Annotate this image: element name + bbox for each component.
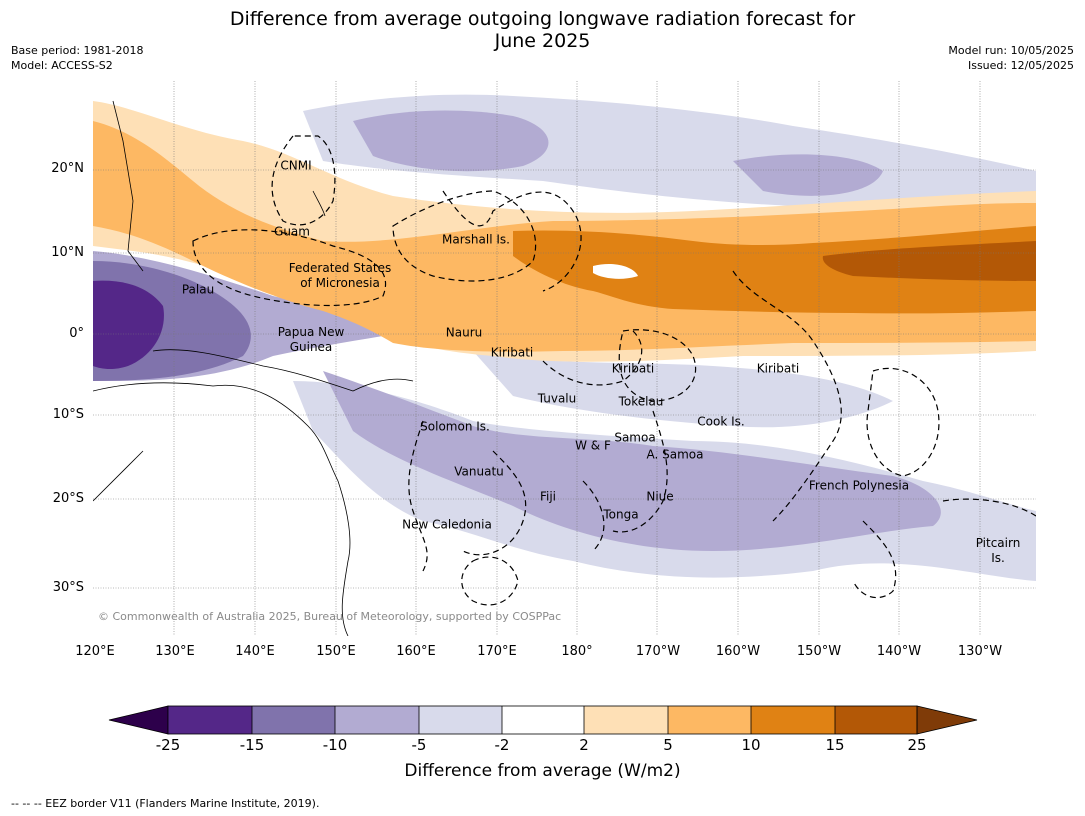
gridlines [93,81,1036,636]
place-label-palau: Palau [181,282,215,297]
model-run: Model run: 10/05/2025 [948,44,1074,57]
colorbar-bin-8 [751,706,835,734]
meta-right: Model run: 10/05/2025 Issued: 12/05/2025 [948,43,1074,73]
anomaly-region-neutral [593,264,638,279]
colorbar-tick-1: -15 [239,736,265,754]
colorbar-bin-7 [668,706,751,734]
meta-left: Base period: 1981-2018 Model: ACCESS-S2 [11,43,143,73]
anomaly-region-dark-orange [513,226,1036,314]
colorbar-bin-2 [252,706,335,734]
lat-label-20s: 20°S [52,491,84,506]
place-label-fiji: Fiji [539,489,557,504]
colorbar-bin-5 [502,706,584,734]
lon-label-120e: 120°E [75,644,115,659]
place-label-pitcairn: Pitcairn Is. [976,536,1021,566]
lat-label-30s: 30°S [52,580,84,595]
colorbar-tick-0: -25 [155,736,181,754]
anomaly-region-darkest-purple [93,280,164,370]
lon-label-140e: 140°E [235,644,275,659]
place-label-nauru: Nauru [445,325,483,340]
place-label-kiribati-east: Kiribati [756,361,800,376]
place-label-kiribati-west: Kiribati [490,345,534,360]
anomaly-region-light-purple-mid [473,351,893,428]
eez-footnote: -- -- -- EEZ border V11 (Flanders Marine… [11,797,320,810]
colorbar-border [167,705,918,735]
lat-label-10s: 10°S [52,407,84,422]
place-label-french-polynesia: French Polynesia [808,478,910,493]
place-label-guam: Guam [274,224,310,239]
model-name: Model: ACCESS-S2 [11,59,113,72]
place-label-niue: Niue [646,489,674,504]
place-label-solomon: Solomon Is. [420,419,490,434]
lat-label-10n: 10°N [51,245,84,260]
anomaly-map [93,81,1036,636]
place-label-cnmi: CNMI [280,158,312,173]
map-title-line1: Difference from average outgoing longwav… [229,8,856,30]
place-label-wf: W & F [575,438,611,453]
place-label-asamoa: A. Samoa [646,447,704,462]
place-label-pitcairn-line1: Pitcairn [975,536,1021,550]
colorbar [0,700,1085,790]
colorbar-bin-1 [168,706,252,734]
lon-label-130e: 130°E [155,644,195,659]
place-label-tokelau: Tokelau [618,394,664,409]
lon-label-130w: 130°W [957,644,1003,659]
colorbar-bin-4 [419,706,502,734]
place-label-cook: Cook Is. [697,414,745,429]
colorbar-extend-max [916,705,978,735]
place-label-png-line2: Guinea [289,340,333,354]
eez-borders [192,135,1036,606]
lat-label-eq: 0° [69,326,84,341]
colorbar-bin-3 [335,706,419,734]
colorbar-bin-9 [835,706,917,734]
place-label-fsm: Federated States of Micronesia [289,261,391,291]
colorbar-tick-7: 10 [741,736,761,754]
colorbar-svg [108,705,978,735]
colorbar-tick-2: -10 [322,736,348,754]
colorbar-tick-3: -5 [411,736,427,754]
anomaly-region-darkest-orange [822,241,1036,281]
place-label-fsm-line1: Federated States [288,261,392,275]
anomaly-region-mid-purple-north [353,110,549,172]
copyright-notice: © Commonwealth of Australia 2025, Bureau… [98,610,562,623]
place-label-pitcairn-line2: Is. [991,551,1005,565]
coastlines [93,100,414,636]
colorbar-title: Difference from average (W/m2) [404,761,681,781]
lon-label-150e: 150°E [316,644,356,659]
place-label-kiribati-central: Kiribati [611,361,655,376]
place-label-new-caledonia: New Caledonia [402,517,492,532]
anomaly-region-mid-purple-ne [733,154,883,196]
map-title-line2: June 2025 [494,30,591,52]
colorbar-tick-4: -2 [494,736,510,754]
colorbar-dividers [251,706,836,734]
lon-label-140w: 140°W [876,644,922,659]
map-title: Difference from average outgoing longwav… [0,8,1085,52]
colorbar-tick-6: 5 [663,736,673,754]
lon-label-150w: 150°W [796,644,842,659]
place-label-tuvalu: Tuvalu [537,391,577,406]
lon-label-170e: 170°E [477,644,517,659]
lon-label-160w: 160°W [715,644,761,659]
place-label-fsm-line2: of Micronesia [300,276,380,290]
lat-label-20n: 20°N [51,161,84,176]
colorbar-tick-9: 25 [907,736,927,754]
map-area[interactable] [93,81,1036,636]
colorbar-bin-6 [584,706,668,734]
colorbar-extend-min [108,705,169,735]
place-label-tonga: Tonga [603,507,639,522]
place-label-marshall: Marshall Is. [442,232,510,247]
issued-date: Issued: 12/05/2025 [967,59,1074,72]
lon-label-160e: 160°E [396,644,436,659]
colorbar-tick-5: 2 [579,736,589,754]
colorbar-tick-8: 15 [825,736,845,754]
place-label-png-line1: Papua New [277,325,345,339]
place-label-vanuatu: Vanuatu [454,464,504,479]
base-period: Base period: 1981-2018 [11,44,144,57]
place-label-samoa: Samoa [614,430,656,445]
place-label-png: Papua New Guinea [278,325,345,355]
lon-label-170w: 170°W [635,644,681,659]
lon-label-180: 180° [561,644,593,659]
